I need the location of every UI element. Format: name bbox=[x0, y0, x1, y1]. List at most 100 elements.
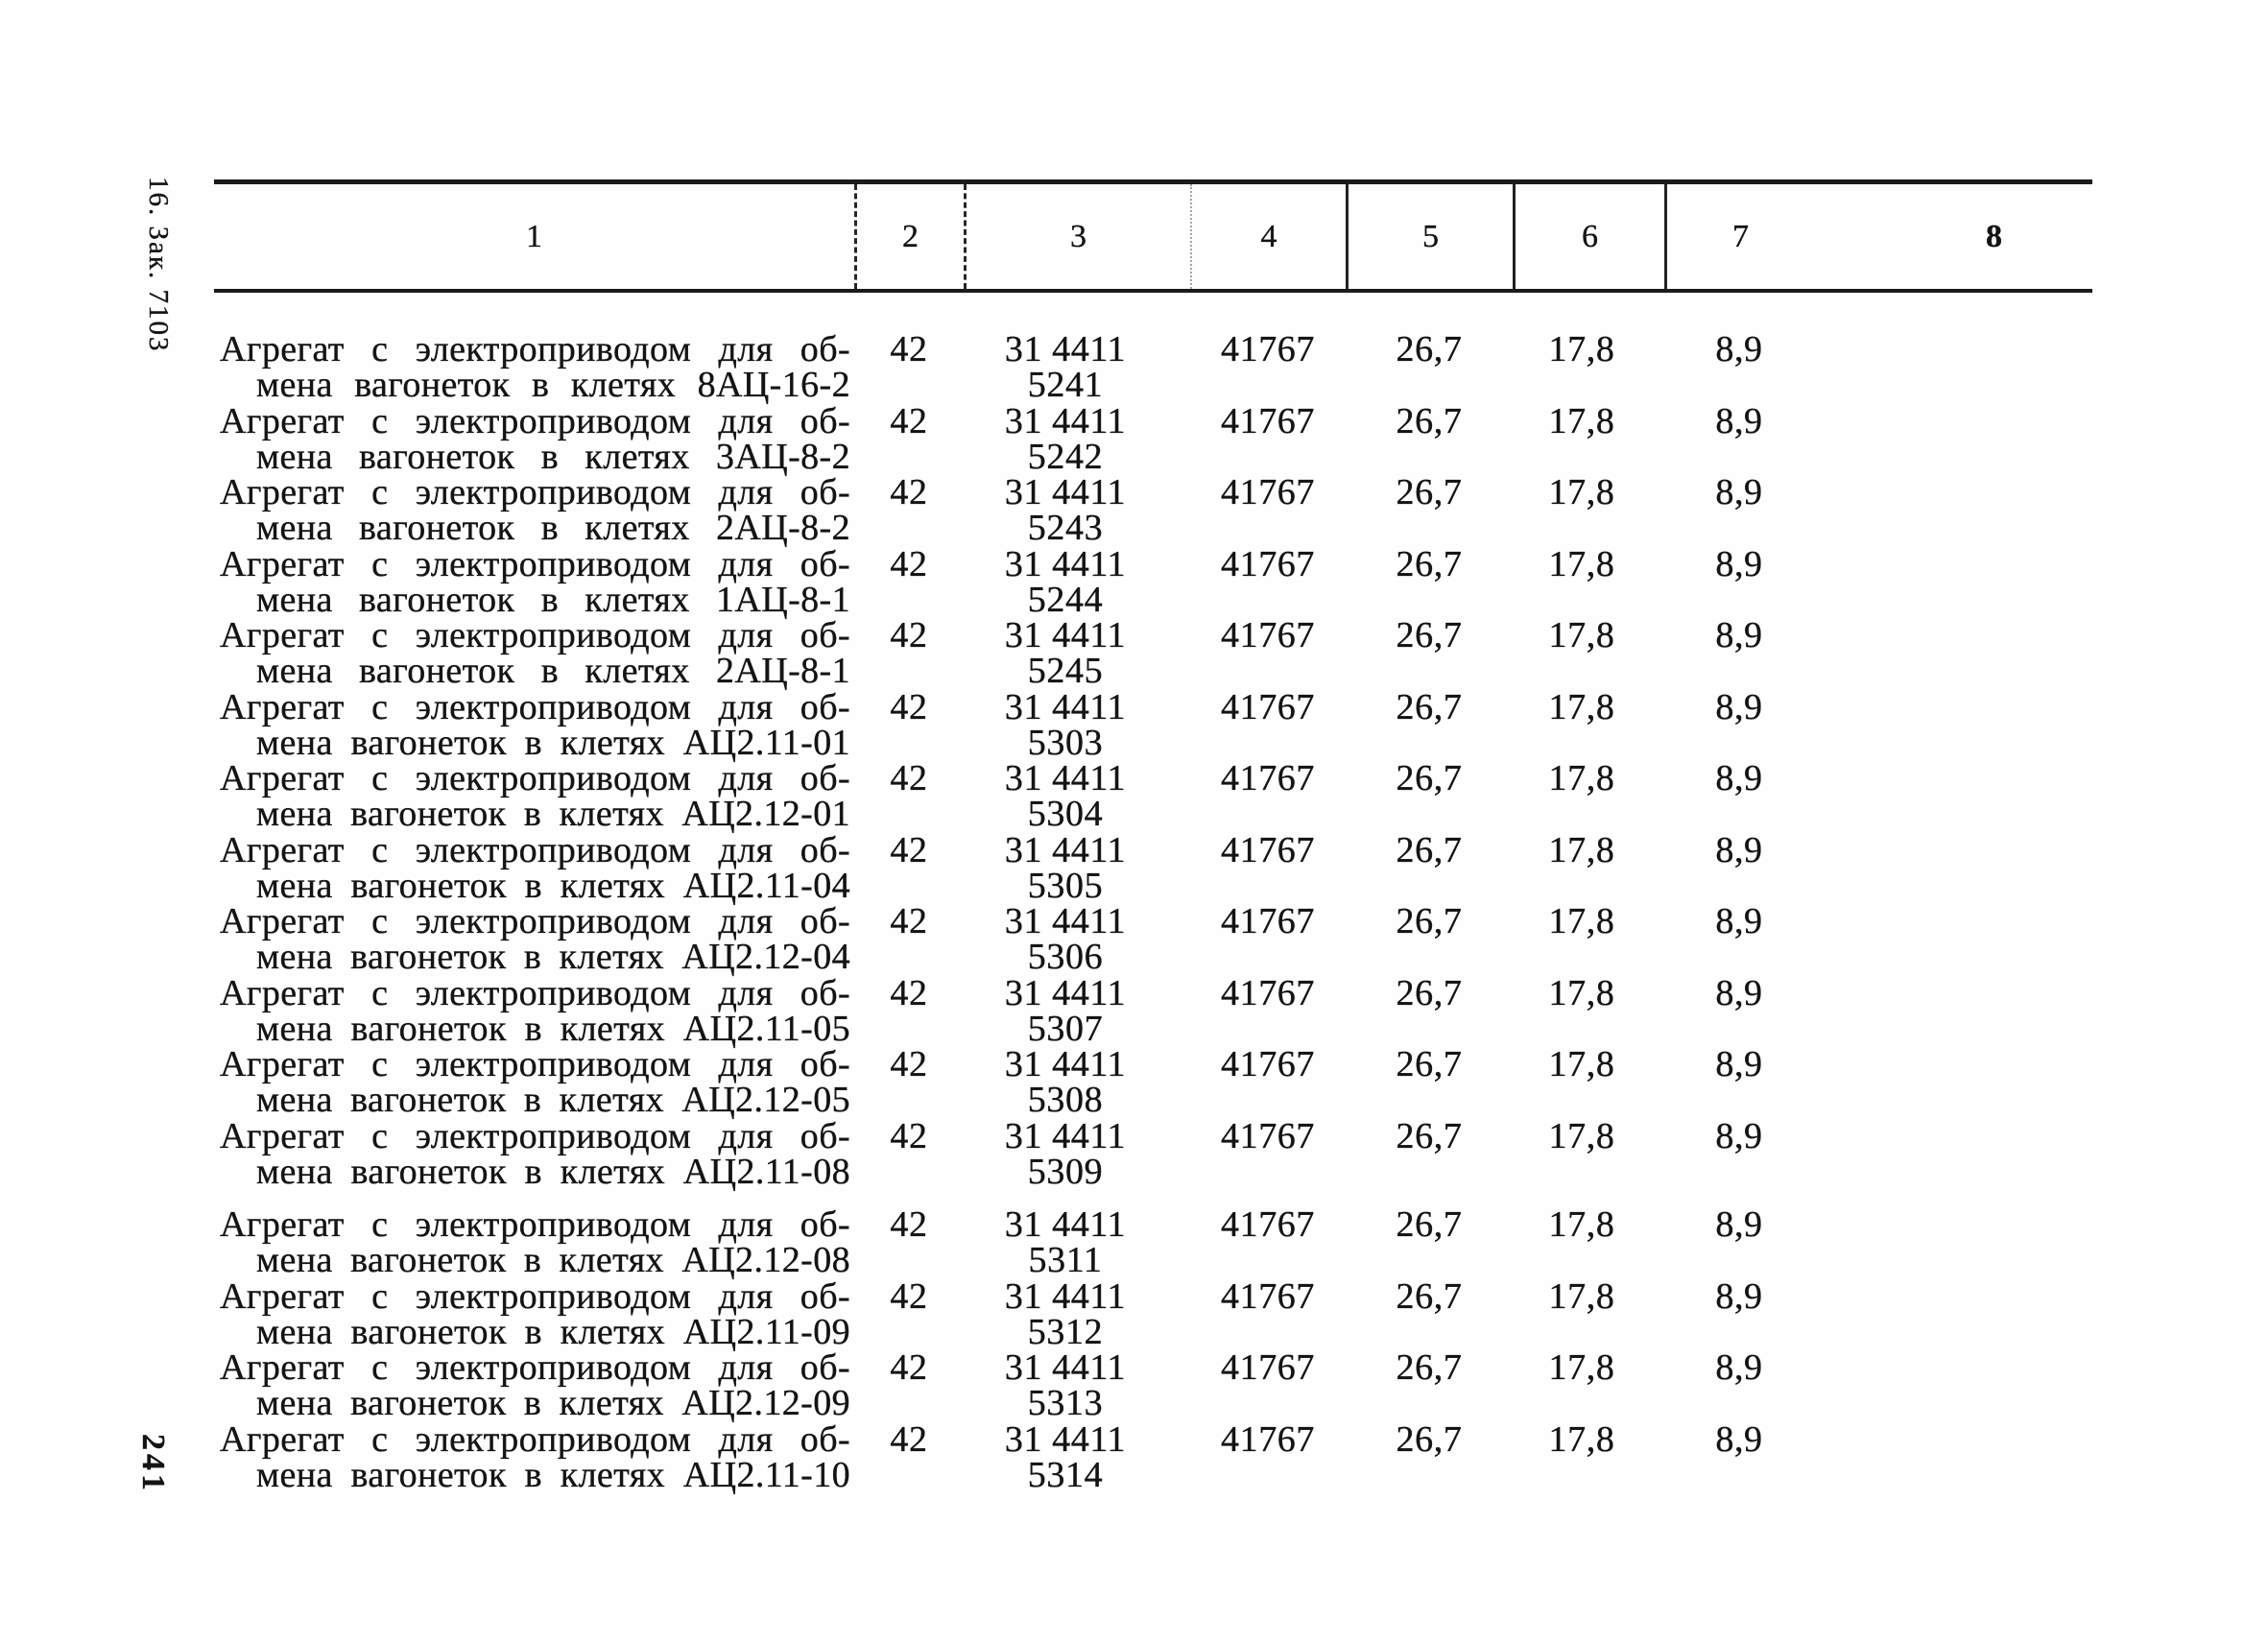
table-row: Агрегат с электроприводом для об- мена в… bbox=[214, 972, 2092, 1049]
product-name-line2: мена вагонеток в клетях 2АЦ-8-1 bbox=[256, 651, 850, 692]
product-name-line2: мена вагонеток в клетях АЦ2.12-04 bbox=[256, 937, 850, 978]
col5-value-cell: 26,7 bbox=[1396, 972, 1463, 1013]
col4-value-cell: 41767 bbox=[1221, 615, 1315, 655]
col5-value-cell: 26,7 bbox=[1396, 1418, 1463, 1460]
product-name-cell: Агрегат с электроприводом для об- мена в… bbox=[214, 829, 854, 906]
product-name-line1: Агрегат с электроприводом для об- bbox=[220, 615, 850, 655]
product-name-line2: мена вагонеток в клетях АЦ2.11-04 bbox=[256, 865, 850, 906]
okp-code-cell: 31 4411 5311 bbox=[1004, 1204, 1127, 1281]
col7-value-cell: 8,9 bbox=[1715, 829, 1763, 870]
table-row: Агрегат с электроприводом для об- мена в… bbox=[214, 543, 2092, 620]
group-code-cell: 42 bbox=[890, 1418, 928, 1460]
col7-value-cell: 8,9 bbox=[1715, 901, 1763, 941]
okp-code-cell: 31 4411 5244 bbox=[1004, 543, 1127, 620]
table-row: Агрегат с электроприводом для об- мена в… bbox=[214, 472, 2092, 549]
product-name-line1: Агрегат с электроприводом для об- bbox=[220, 758, 850, 798]
table-row: Агрегат с электроприводом для об- мена в… bbox=[214, 400, 2092, 477]
col7-value-cell: 8,9 bbox=[1715, 758, 1763, 798]
page-number: 241 bbox=[135, 1434, 171, 1494]
product-name-line2: мена вагонеток в клетях АЦ2.11-10 bbox=[256, 1454, 850, 1495]
table-row: Агрегат с электроприводом для об- мена в… bbox=[214, 1115, 2092, 1192]
product-name-line1: Агрегат с электроприводом для об- bbox=[220, 329, 850, 369]
header-col-1: 1 bbox=[526, 218, 542, 254]
col7-value-cell: 8,9 bbox=[1715, 329, 1763, 369]
product-name-cell: Агрегат с электроприводом для об- мена в… bbox=[214, 1275, 854, 1352]
col6-value-cell: 17,8 bbox=[1548, 543, 1615, 584]
col4-value-cell: 41767 bbox=[1221, 1347, 1315, 1388]
col4-value-cell: 41767 bbox=[1221, 1418, 1315, 1460]
okp-code-cell: 31 4411 5307 bbox=[1004, 972, 1127, 1049]
col6-value-cell: 17,8 bbox=[1548, 615, 1615, 655]
okp-code-cell: 31 4411 5308 bbox=[1004, 1044, 1127, 1121]
table-row: Агрегат с электроприводом для об- мена в… bbox=[214, 758, 2092, 833]
product-name-line2: мена вагонеток в клетях АЦ2.11-05 bbox=[256, 1008, 850, 1049]
product-name-line2: мена вагонеток в клетях АЦ2.12-05 bbox=[256, 1080, 850, 1121]
col4-value-cell: 41767 bbox=[1221, 1115, 1315, 1156]
product-name-cell: Агрегат с электроприводом для об- мена в… bbox=[214, 1347, 854, 1424]
col4-value-cell: 41767 bbox=[1221, 758, 1315, 798]
col6-value-cell: 17,8 bbox=[1548, 972, 1615, 1013]
product-name-line2: мена вагонеток в клетях АЦ2.11-09 bbox=[256, 1311, 850, 1352]
okp-code-cell: 31 4411 5309 bbox=[1004, 1115, 1127, 1192]
group-code-cell: 42 bbox=[890, 1115, 928, 1156]
product-name-line1: Агрегат с электроприводом для об- bbox=[220, 1347, 850, 1388]
col7-value-cell: 8,9 bbox=[1715, 1347, 1763, 1388]
product-name-line1: Агрегат с электроприводом для об- bbox=[220, 400, 850, 441]
col6-value-cell: 17,8 bbox=[1548, 329, 1615, 369]
col7-value-cell: 8,9 bbox=[1715, 1044, 1763, 1084]
col6-value-cell: 17,8 bbox=[1548, 1204, 1615, 1245]
product-name-cell: Агрегат с электроприводом для об- мена в… bbox=[214, 758, 854, 833]
header-col-2: 2 bbox=[854, 184, 964, 289]
group-code-cell: 42 bbox=[890, 901, 928, 941]
product-name-line1: Агрегат с электроприводом для об- bbox=[220, 1275, 850, 1317]
col5-value-cell: 26,7 bbox=[1396, 686, 1463, 727]
col5-value-cell: 26,7 bbox=[1396, 1044, 1463, 1084]
col6-value-cell: 17,8 bbox=[1548, 400, 1615, 441]
group-code-cell: 42 bbox=[890, 1347, 928, 1388]
col7-value-cell: 8,9 bbox=[1715, 686, 1763, 727]
product-name-cell: Агрегат с электроприводом для об- мена в… bbox=[214, 903, 854, 978]
col7-value-cell: 8,9 bbox=[1715, 1204, 1763, 1245]
col4-value-cell: 41767 bbox=[1221, 972, 1315, 1013]
col6-value-cell: 17,8 bbox=[1548, 472, 1615, 512]
col7-value-cell: 8,9 bbox=[1715, 972, 1763, 1013]
col6-value-cell: 17,8 bbox=[1548, 829, 1615, 870]
col7-value-cell: 8,9 bbox=[1715, 543, 1763, 584]
product-name-cell: Агрегат с электроприводом для об- мена в… bbox=[214, 1420, 854, 1495]
col4-value-cell: 41767 bbox=[1221, 472, 1315, 512]
col5-value-cell: 26,7 bbox=[1396, 758, 1463, 798]
col5-value-cell: 26,7 bbox=[1396, 829, 1463, 870]
header-col-4: 4 bbox=[1190, 184, 1346, 289]
col4-value-cell: 41767 bbox=[1221, 1044, 1315, 1084]
okp-code-cell: 31 4411 5242 bbox=[1004, 400, 1127, 477]
col7-value-cell: 8,9 bbox=[1715, 1275, 1763, 1317]
group-code-cell: 42 bbox=[890, 329, 928, 369]
okp-code-cell: 31 4411 5241 bbox=[1004, 329, 1127, 406]
okp-code-cell: 31 4411 5306 bbox=[1004, 901, 1127, 978]
group-code-cell: 42 bbox=[890, 472, 928, 512]
product-name-cell: Агрегат с электроприводом для об- мена в… bbox=[214, 1044, 854, 1121]
product-name-line2: мена вагонеток в клетях АЦ2.12-09 bbox=[256, 1383, 850, 1424]
col4-value-cell: 41767 bbox=[1221, 901, 1315, 941]
table-row: Агрегат с электроприводом для об- мена в… bbox=[214, 901, 2092, 978]
col5-value-cell: 26,7 bbox=[1396, 1204, 1463, 1245]
product-name-line1: Агрегат с электроприводом для об- bbox=[220, 1044, 850, 1084]
product-name-line1: Агрегат с электроприводом для об- bbox=[220, 829, 850, 870]
okp-code-cell: 31 4411 5312 bbox=[1004, 1275, 1127, 1352]
product-name-cell: Агрегат с электроприводом для об- мена в… bbox=[214, 688, 854, 761]
product-name-cell: Агрегат с электроприводом для об- мена в… bbox=[214, 1206, 854, 1279]
product-name-cell: Агрегат с электроприводом для об- мена в… bbox=[214, 974, 854, 1049]
table-row: Агрегат с электроприводом для об- мена в… bbox=[214, 329, 2092, 406]
col4-value-cell: 41767 bbox=[1221, 1275, 1315, 1317]
product-name-cell: Агрегат с электроприводом для об- мена в… bbox=[214, 545, 854, 618]
product-name-line1: Агрегат с электроприводом для об- bbox=[220, 472, 850, 512]
header-col-6: 6 bbox=[1513, 184, 1664, 289]
okp-code-cell: 31 4411 5243 bbox=[1004, 472, 1127, 549]
col4-value-cell: 41767 bbox=[1221, 400, 1315, 441]
col4-value-cell: 41767 bbox=[1221, 543, 1315, 584]
col6-value-cell: 17,8 bbox=[1548, 1418, 1615, 1460]
okp-code-cell: 31 4411 5303 bbox=[1004, 686, 1127, 763]
product-name-cell: Агрегат с электроприводом для об- мена в… bbox=[214, 400, 854, 475]
group-code-cell: 42 bbox=[890, 615, 928, 655]
